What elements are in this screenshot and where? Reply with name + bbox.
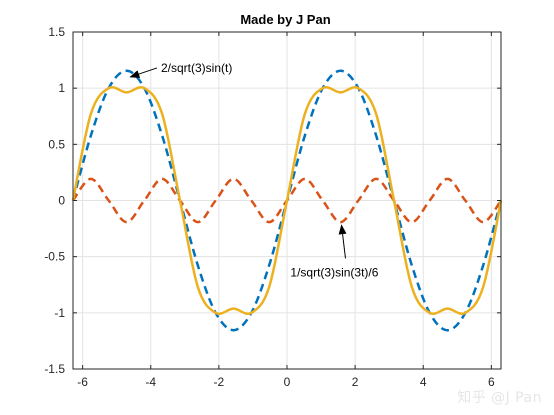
series-layer — [71, 69, 503, 332]
x-tick-label: 2 — [352, 375, 359, 389]
y-tick-label: -0.5 — [44, 250, 65, 264]
x-tick-label: -6 — [77, 375, 88, 389]
chart-title: Made by J Pan — [240, 12, 330, 27]
y-tick-label: 1 — [58, 81, 65, 95]
x-tick-label: 0 — [284, 375, 291, 389]
annotations: 2/sqrt(3)sin(t) 1/sqrt(3)sin(3t)/6 — [129, 61, 379, 279]
y-tick-label: -1 — [54, 306, 65, 320]
annotation-arrow-2 — [338, 224, 347, 259]
x-tick-label: 6 — [488, 375, 495, 389]
y-tick-label: 1.5 — [48, 25, 65, 39]
annotation-label-2: 1/sqrt(3)sin(3t)/6 — [290, 265, 378, 279]
annotation-label-1: 2/sqrt(3)sin(t) — [161, 61, 232, 75]
x-tick-label: 4 — [420, 375, 427, 389]
y-tick-label: -1.5 — [44, 362, 65, 376]
series-line-3 — [71, 86, 503, 315]
y-tick-label: 0.5 — [48, 137, 65, 151]
watermark: 知乎 @J Pan — [457, 390, 542, 406]
annotation-arrow-1 — [129, 67, 158, 78]
axis-ticks: -6 -4 -2 0 2 4 6 -1.5 -1 -0.5 0 0.5 1 1.5 — [44, 25, 501, 389]
x-tick-label: -4 — [145, 375, 156, 389]
x-tick-label: -2 — [214, 375, 225, 389]
y-tick-label: 0 — [58, 194, 65, 208]
